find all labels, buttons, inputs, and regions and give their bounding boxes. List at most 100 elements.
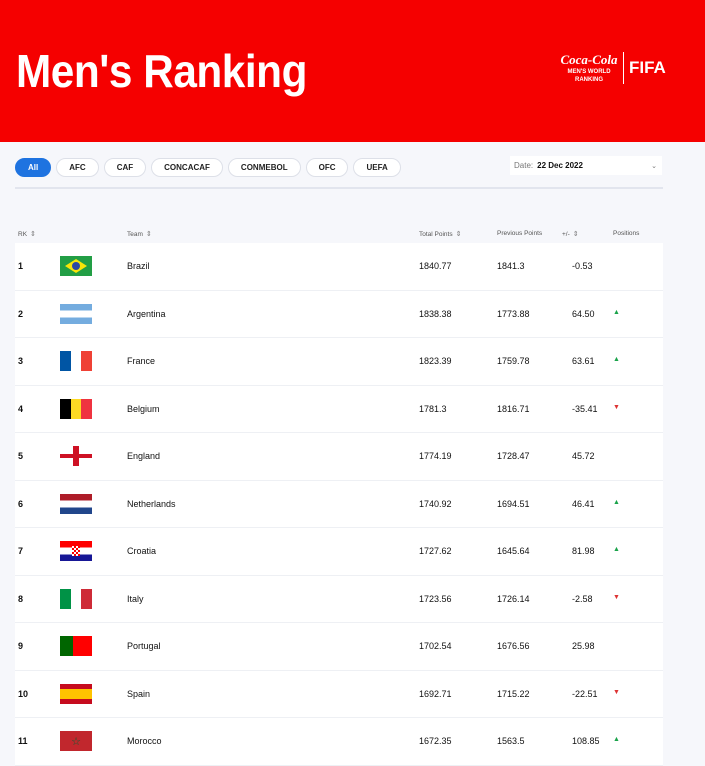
ranking-table: 1 Brazil 1840.77 1841.3 -0.53 2 Argentin… — [15, 243, 663, 766]
header-previous: Previous Points — [497, 230, 543, 237]
table-row[interactable]: 8 Italy 1723.56 1726.14 -2.58 ▼ — [15, 575, 663, 623]
filter-afc[interactable]: AFC — [56, 158, 99, 177]
points-diff: 63.61 — [572, 356, 595, 366]
arrow-up-icon: ▲ — [613, 356, 620, 363]
page-title: Men's Ranking — [16, 45, 307, 97]
rank: 3 — [18, 356, 24, 366]
points-diff: 64.50 — [572, 308, 595, 319]
previous-points: 1773.88 — [497, 308, 530, 319]
total-points: 1727.62 — [419, 546, 452, 556]
table-row[interactable]: 4 Belgium 1781.3 1816.71 -35.41 ▼ — [15, 385, 663, 433]
chevron-down-icon: ⌄ — [651, 162, 657, 170]
sort-icon: ⇕ — [145, 231, 152, 238]
filter-all[interactable]: All — [15, 158, 52, 177]
rank: 4 — [18, 403, 24, 414]
date-value: 22 Dec 2022 — [537, 161, 583, 170]
rank: 1 — [18, 261, 24, 271]
team-name[interactable]: France — [127, 356, 156, 366]
table-row[interactable]: 10 Spain 1692.71 1715.22 -22.51 ▼ — [15, 670, 663, 718]
logo-subtitle: MEN'S WORLD RANKING — [567, 69, 611, 83]
rank: 7 — [18, 546, 24, 556]
flag-icon — [60, 588, 92, 609]
total-points: 1702.54 — [419, 641, 452, 651]
date-select[interactable]: Date: 22 Dec 2022 ⌄ — [510, 156, 662, 175]
table-row[interactable]: 5 England 1774.19 1728.47 45.72 — [15, 433, 663, 481]
total-points: 1840.77 — [419, 261, 452, 271]
sponsor-logo: Coca-Cola MEN'S WORLD RANKING FIFA — [560, 52, 666, 84]
coca-cola-logo: Coca-Cola MEN'S WORLD RANKING — [560, 52, 618, 84]
previous-points: 1715.22 — [497, 688, 530, 699]
sort-diff[interactable]: +/- ⇕ — [562, 231, 579, 238]
table-row[interactable]: 2 Argentina 1838.38 1773.88 64.50 ▲ — [15, 290, 663, 338]
previous-points: 1759.78 — [497, 356, 530, 366]
total-points: 1672.35 — [419, 736, 452, 746]
flag-icon — [60, 351, 92, 371]
sort-icon: ⇕ — [455, 231, 462, 238]
date-label: Date: — [514, 161, 534, 170]
table-row[interactable]: 1 Brazil 1840.77 1841.3 -0.53 — [15, 243, 663, 291]
points-diff: -2.58 — [572, 593, 593, 604]
confederation-filters: All AFC CAF CONCACAF CONMEBOL OFC UEFA — [15, 158, 401, 177]
fifa-logo: FIFA — [629, 58, 666, 77]
rank: 11 — [18, 736, 28, 746]
team-name[interactable]: Brazil — [127, 261, 150, 271]
arrow-down-icon: ▼ — [613, 403, 620, 411]
total-points: 1723.56 — [419, 593, 452, 604]
rank: 6 — [18, 498, 24, 509]
previous-points: 1841.3 — [497, 261, 525, 271]
sort-total[interactable]: Total Points ⇕ — [419, 231, 462, 238]
team-name[interactable]: England — [127, 451, 161, 461]
table-row[interactable]: 9 Portugal 1702.54 1676.56 25.98 — [15, 623, 663, 671]
team-name[interactable]: Croatia — [127, 546, 157, 556]
filter-uefa[interactable]: UEFA — [353, 158, 401, 177]
previous-points: 1694.51 — [497, 498, 530, 509]
table-row[interactable]: 6 Netherlands 1740.92 1694.51 46.41 ▲ — [15, 480, 663, 528]
filter-conmebol[interactable]: CONMEBOL — [227, 158, 301, 177]
arrow-down-icon: ▼ — [613, 593, 620, 601]
arrow-up-icon: ▲ — [613, 546, 620, 553]
rank: 8 — [18, 593, 24, 604]
filter-caf[interactable]: CAF — [103, 158, 147, 177]
logo-divider — [623, 52, 624, 84]
rank: 9 — [18, 641, 24, 651]
rank: 2 — [18, 308, 24, 319]
sort-rank[interactable]: RK ⇕ — [18, 231, 36, 238]
header-banner: Men's Ranking Coca-Cola MEN'S WORLD RANK… — [0, 0, 705, 142]
team-name[interactable]: Argentina — [127, 308, 166, 319]
total-points: 1781.3 — [419, 403, 447, 414]
team-name[interactable]: Spain — [127, 688, 151, 699]
flag-icon — [60, 398, 92, 419]
team-name[interactable]: Italy — [127, 593, 144, 604]
team-name[interactable]: Portugal — [127, 641, 161, 651]
sort-icon: ⇕ — [572, 231, 579, 238]
team-name[interactable]: Morocco — [127, 736, 162, 746]
sort-icon: ⇕ — [30, 231, 36, 238]
flag-icon — [60, 493, 92, 514]
filter-concacaf[interactable]: CONCACAF — [151, 158, 223, 177]
previous-points: 1676.56 — [497, 641, 530, 651]
total-points: 1774.19 — [419, 451, 452, 461]
header-positions: Positions — [613, 230, 640, 237]
flag-icon — [60, 541, 92, 561]
previous-points: 1816.71 — [497, 403, 530, 414]
table-row[interactable]: 11 ☆ Morocco 1672.35 1563.5 108.85 ▲ — [15, 718, 663, 766]
points-diff: 25.98 — [572, 641, 595, 651]
flag-icon — [60, 683, 92, 704]
team-name[interactable]: Netherlands — [127, 498, 176, 509]
arrow-up-icon: ▲ — [613, 498, 620, 506]
table-row[interactable]: 7 Croatia 1727.62 1645.64 81.98 ▲ — [15, 528, 663, 576]
arrow-up-icon: ▲ — [613, 736, 620, 743]
flag-icon — [60, 446, 92, 466]
flag-icon — [60, 636, 92, 656]
points-diff: -35.41 — [572, 403, 598, 414]
filter-ofc[interactable]: OFC — [305, 158, 349, 177]
points-diff: -0.53 — [572, 261, 593, 271]
previous-points: 1645.64 — [497, 546, 530, 556]
arrow-up-icon: ▲ — [613, 308, 620, 316]
table-row[interactable]: 3 France 1823.39 1759.78 63.61 ▲ — [15, 338, 663, 386]
previous-points: 1726.14 — [497, 593, 530, 604]
sort-team[interactable]: Team ⇕ — [127, 231, 152, 238]
flag-icon — [60, 303, 92, 324]
team-name[interactable]: Belgium — [127, 403, 160, 414]
table-header: RK ⇕ Team ⇕ Total Points ⇕ Previous Points … — [15, 228, 663, 242]
